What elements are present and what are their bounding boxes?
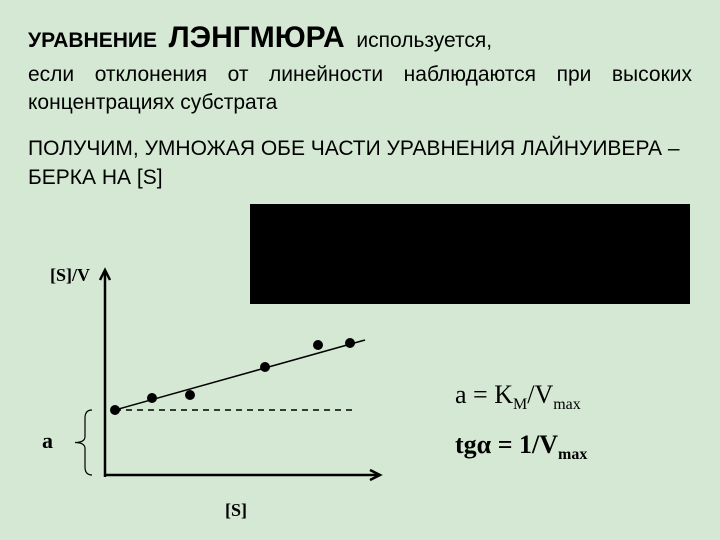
formula-slope: tgα = 1/Vmax [455, 430, 587, 464]
formula-a-sub1: M [513, 396, 527, 413]
derive-text: ПОЛУЧИМ, УМНОЖАЯ ОБЕ ЧАСТИ УРАВНЕНИЯ ЛАЙ… [28, 135, 692, 192]
langmuir-plot [60, 255, 390, 485]
title-pre: УРАВНЕНИЕ [28, 29, 157, 52]
subtitle: если отклонения от линейности наблюдаютс… [28, 61, 692, 118]
formula-tg-pre: tg [455, 430, 477, 459]
intercept-label: a [42, 428, 53, 454]
formula-a-mid: /V [527, 380, 553, 409]
formula-a-pre: a = K [455, 380, 513, 409]
title-main: ЛЭНГМЮРА [169, 21, 345, 54]
formula-intercept: a = KM/Vmax [455, 380, 581, 414]
x-axis-label: [S] [225, 500, 247, 521]
formula-tg-mid: = 1/V [491, 430, 558, 459]
title-line: УРАВНЕНИЕ ЛЭНГМЮРА используется, [28, 18, 692, 59]
formula-a-sub2: max [553, 396, 581, 413]
alpha-symbol: α [477, 430, 492, 459]
title-post: используется, [356, 29, 492, 52]
formula-tg-sub: max [558, 446, 587, 463]
